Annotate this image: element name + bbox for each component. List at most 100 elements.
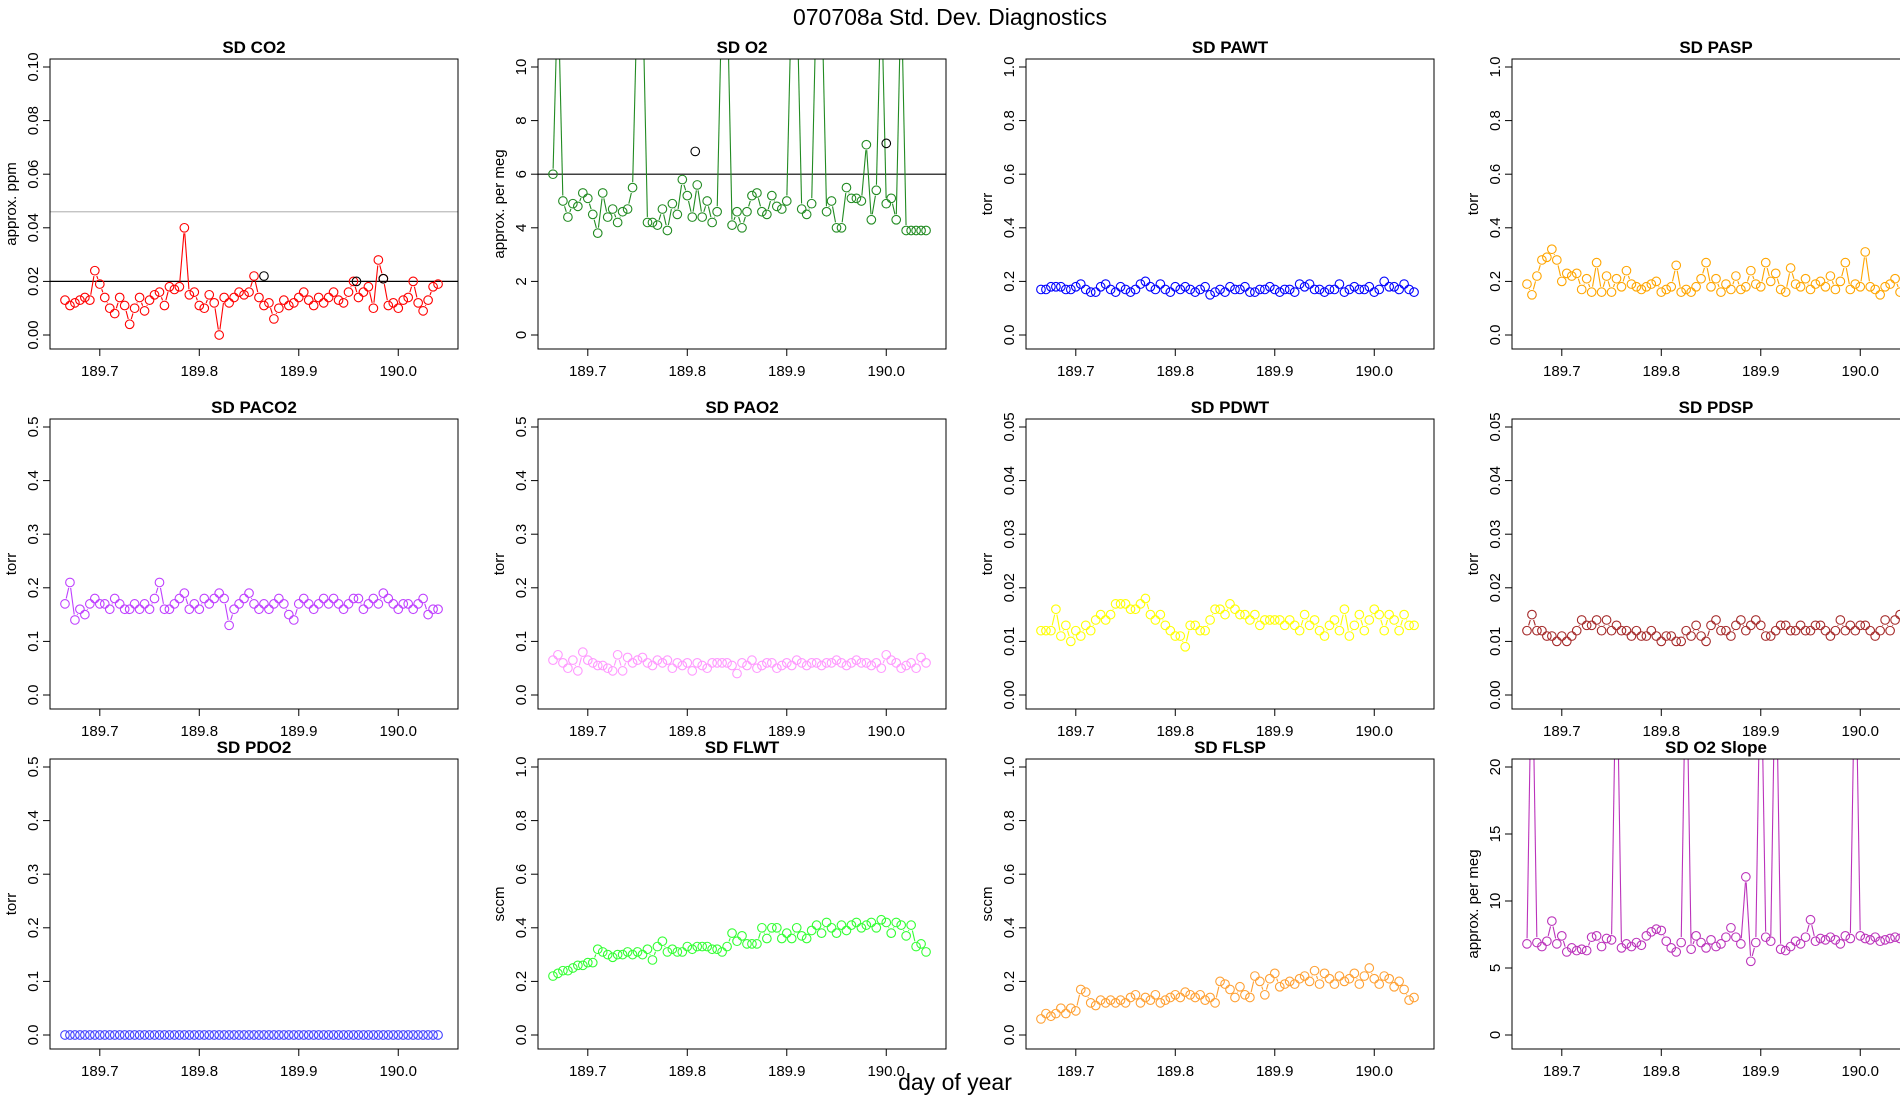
data-point [1284,976,1295,987]
data-point [602,663,613,674]
data-point [229,604,239,615]
data-point [582,655,593,666]
data-point [806,925,817,936]
data-point [1830,284,1841,295]
data-point [1621,939,1632,949]
x-tick-label: 189.7 [81,363,119,380]
data-point [264,1030,274,1040]
panel-sd-flsp: SD FLSP sccm 0.0 0.2 0.4 0.6 0.8 1.0 189.7 189.8 1… [979,738,1435,1080]
data-point [742,939,752,949]
data-point [423,609,433,620]
series-segment [1860,257,1865,282]
data-point [343,1030,354,1040]
y-tick-label: 0.2 [513,577,530,598]
data-point [776,660,787,671]
data-point [1636,284,1647,295]
data-point [1721,279,1731,289]
series-segment [1752,275,1755,280]
figure-title: 070708a Std. Dev. Diagnostics [793,4,1107,30]
x-tick-label: 189.8 [181,363,219,380]
data-point [871,185,882,196]
data-point [1394,976,1404,987]
data-point [413,1030,424,1040]
data-point [657,657,668,668]
data-point [1522,625,1532,636]
data-point [1051,281,1061,292]
data-point [1254,284,1265,295]
data-point [1334,625,1345,636]
data-point [1681,284,1692,295]
data-point [1581,945,1592,956]
data-point [129,599,140,609]
data-point [856,922,867,933]
data-point [1090,1000,1101,1011]
data-point [836,222,847,233]
data-point [647,217,658,228]
data-point [1736,939,1746,949]
data-point [1835,276,1846,287]
data-point [906,225,916,236]
data-point [84,295,95,306]
series-segment [628,192,632,204]
data-point [249,599,259,609]
data-point [866,917,877,928]
data-point [323,1030,334,1040]
data-point [1810,279,1821,289]
data-point [1621,265,1632,276]
data-point [1359,625,1370,636]
data-point [757,922,767,933]
data-point [672,947,683,957]
data-point [627,182,638,193]
data-point [408,276,419,287]
data-point [1299,281,1310,292]
series-segment [767,200,771,210]
data-point [1865,625,1876,636]
data-point [189,599,200,609]
data-point [323,599,334,609]
data-point [1180,281,1191,292]
plot-area [538,59,946,239]
data-point [1581,273,1592,284]
data-point [75,295,85,306]
series-segment [1538,265,1541,271]
data-point [1676,636,1687,647]
data-point [1676,287,1687,297]
data-point [283,300,294,311]
data-point [776,933,787,944]
data-point [1250,287,1260,297]
data-point [752,188,762,198]
data-point [707,944,718,955]
data-point [697,212,708,222]
data-point [229,292,239,303]
data-point [184,604,195,615]
series-segment [1707,630,1710,637]
data-point [84,1030,95,1040]
series-segment [1265,983,1269,990]
data-point [577,188,588,198]
data-point [1140,992,1151,1003]
data-point [1080,284,1091,295]
series-segment [130,313,134,320]
data-point [707,657,718,668]
data-point [89,265,100,276]
data-point [866,214,877,225]
series-segment [1761,267,1766,282]
data-point [1765,276,1776,287]
data-point [388,1030,399,1040]
x-tick-label: 189.9 [768,363,806,380]
y-tick-label: 0.4 [25,810,42,831]
data-point [1304,279,1315,289]
data-point [906,920,916,930]
data-point [60,1030,70,1040]
data-point [288,1030,299,1040]
data-point [159,300,170,311]
data-point [184,289,195,300]
data-point [403,1030,414,1040]
data-point [1264,615,1275,625]
data-point [1036,284,1046,295]
data-point [1835,615,1846,625]
data-point [1556,930,1567,941]
panel-frame [537,758,947,1050]
data-point [921,947,931,957]
data-point [762,933,772,944]
